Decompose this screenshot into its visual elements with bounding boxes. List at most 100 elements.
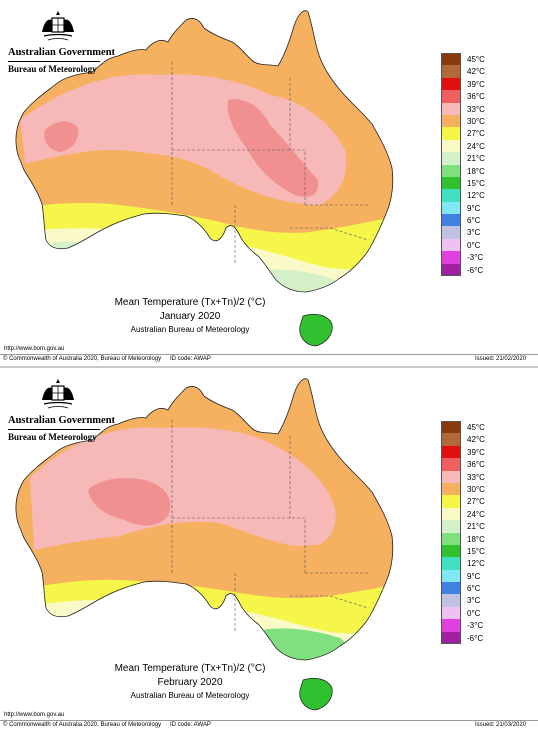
legend-label: 15°C	[467, 546, 485, 556]
copyright: © Commonwealth of Australia 2020, Bureau…	[3, 722, 162, 728]
legend-label: 24°C	[467, 509, 485, 519]
legend-label: 30°C	[467, 116, 485, 126]
legend-swatch	[441, 189, 461, 202]
legend-item: 24°C	[441, 139, 521, 153]
legend-label: 3°C	[467, 596, 481, 606]
legend-item: 9°C	[441, 201, 521, 215]
id-code: ID code: AWAP	[170, 722, 211, 728]
legend-item: -3°C	[441, 619, 521, 632]
australia-temperature-map	[15, 378, 394, 711]
legend-swatch	[441, 65, 461, 78]
zone-hot-spot-west	[44, 121, 79, 152]
legend-item: 33°C	[441, 470, 521, 483]
legend-label: 12°C	[467, 559, 485, 569]
legend-item: 15°C	[441, 544, 521, 558]
tasmania	[299, 677, 333, 711]
legend-swatch	[441, 238, 461, 252]
legend-item: 42°C	[441, 433, 521, 446]
legend-label: -3°C	[467, 253, 484, 263]
legend-swatch	[441, 90, 461, 103]
map-caption: Mean Temperature (Tx+Tn)/2 (°C) February…	[90, 662, 290, 701]
legend-item: 18°C	[441, 164, 521, 177]
legend-label: 45°C	[467, 55, 485, 64]
legend-label: 21°C	[467, 154, 485, 164]
legend-item: 45°C	[441, 53, 521, 66]
legend-label: 12°C	[467, 191, 485, 201]
bom-url[interactable]: http://www.bom.gov.au	[4, 346, 65, 352]
legend-swatch	[441, 433, 461, 446]
legend-label: 24°C	[467, 141, 485, 151]
legend-swatch	[441, 445, 461, 459]
legend-swatch	[441, 152, 461, 165]
map-footer: © Commonwealth of Australia 2020, Bureau…	[0, 720, 538, 730]
legend-swatch	[441, 139, 461, 153]
legend-label: 30°C	[467, 484, 485, 494]
legend-swatch	[441, 226, 461, 239]
legend-item: 45°C	[441, 421, 521, 434]
copyright: © Commonwealth of Australia 2020, Bureau…	[3, 356, 162, 362]
zone-se-coast	[263, 269, 346, 293]
legend-label: 27°C	[467, 129, 485, 139]
legend-label: 36°C	[467, 460, 485, 470]
legend-item: 12°C	[441, 557, 521, 570]
legend-label: 15°C	[467, 178, 485, 188]
legend-label: 0°C	[467, 240, 481, 250]
legend-label: 42°C	[467, 67, 485, 77]
legend-item: 36°C	[441, 90, 521, 103]
map-footer: © Commonwealth of Australia 2020, Bureau…	[0, 354, 538, 364]
map-title: Mean Temperature (Tx+Tn)/2 (°C)	[114, 663, 266, 674]
id-code: ID code: AWAP	[170, 356, 211, 362]
legend-label: 39°C	[467, 79, 485, 89]
australia-outline	[15, 378, 394, 661]
map-caption: Mean Temperature (Tx+Tn)/2 (°C) January …	[90, 296, 290, 335]
legend-swatch	[441, 520, 461, 533]
government-name: Australian Government	[8, 415, 116, 426]
legend-item: 30°C	[441, 114, 521, 128]
legend-swatch	[441, 114, 461, 128]
legend-label: 39°C	[467, 447, 485, 457]
legend-item: 24°C	[441, 507, 521, 521]
legend-swatch	[441, 619, 461, 632]
map-title: Mean Temperature (Tx+Tn)/2 (°C)	[114, 297, 266, 308]
state-borders	[171, 420, 370, 633]
legend-item: -3°C	[441, 251, 521, 264]
legend-swatch	[441, 482, 461, 496]
legend-label: 3°C	[467, 228, 481, 238]
map-panel-january: Australian Government Bureau of Meteorol…	[0, 0, 538, 366]
australia-outline	[15, 10, 394, 293]
temperature-legend: 45°C 42°C 39°C 36°C 33°C 30°C 27°C 24°C 21°C 18°C…	[441, 53, 521, 277]
legend-swatch	[441, 77, 461, 91]
zone-sw-tip	[49, 241, 91, 265]
legend-label: 0°C	[467, 608, 481, 618]
zone-hot-spot	[88, 478, 171, 526]
legend-item: 6°C	[441, 214, 521, 227]
map-source: Australian Bureau of Meteorology	[130, 691, 250, 700]
legend-label: 36°C	[467, 92, 485, 102]
legend-item: 18°C	[441, 532, 521, 545]
state-borders	[171, 62, 370, 265]
legend-label: 27°C	[467, 497, 485, 507]
legend-swatch	[441, 594, 461, 607]
legend-item: 15°C	[441, 176, 521, 190]
government-name: Australian Government	[8, 47, 116, 58]
legend-item: 39°C	[441, 445, 521, 459]
legend-border	[441, 53, 461, 277]
panel-divider	[0, 366, 538, 368]
legend-swatch	[441, 631, 461, 645]
legend-label: -6°C	[467, 265, 484, 275]
legend-item: 3°C	[441, 226, 521, 239]
legend-item: 36°C	[441, 458, 521, 471]
zone-interior	[30, 427, 336, 563]
legend-swatch	[441, 251, 461, 264]
legend-swatch	[441, 53, 461, 66]
legend-label: 21°C	[467, 522, 485, 532]
legend-swatch	[441, 507, 461, 521]
issued-date: Issued: 21/03/2020	[475, 722, 527, 728]
bom-url[interactable]: http://www.bom.gov.au	[4, 712, 65, 718]
legend-swatch	[441, 495, 461, 508]
legend-label: -6°C	[467, 633, 484, 643]
australia-temperature-map	[15, 10, 394, 347]
legend-label: -3°C	[467, 621, 484, 631]
government-logo: Australian Government Bureau of Meteorol…	[8, 378, 118, 443]
legend-item: 6°C	[441, 582, 521, 595]
